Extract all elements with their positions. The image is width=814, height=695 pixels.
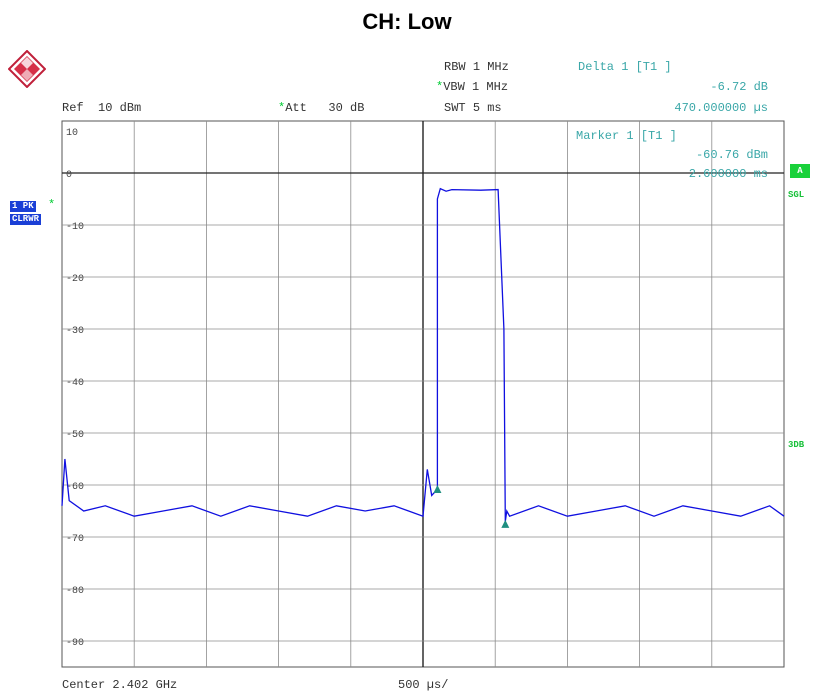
span-per-div: 500 µs/ (398, 678, 449, 692)
trace-line (61, 187, 785, 522)
y-tick-label: -60 (66, 482, 84, 493)
y-tick-labels: 10 0 -10 -20 -30 -40 -50 -60 -70 -80 -90 (66, 128, 84, 649)
marker-triangle (501, 519, 510, 528)
center-frequency: Center 2.402 GHz (62, 678, 178, 692)
marker-triangle (433, 484, 442, 493)
delta-marker-label: Delta 1 [T1 ] (578, 60, 672, 74)
rbw-label: RBW 1 MHz (444, 60, 509, 74)
threedb-indicator: 3DB (788, 440, 805, 450)
y-tick-label: -90 (66, 638, 84, 649)
grid-lines (61, 120, 785, 668)
delta-marker-time: 470.000000 µs (674, 101, 768, 115)
marker-symbols (433, 484, 510, 528)
marker-label: Marker 1 [T1 ] (576, 129, 677, 143)
att-label: *Att 30 dB (278, 101, 365, 115)
vbw-label: *VBW 1 MHz (436, 80, 509, 94)
chart-title: CH: Low (362, 9, 452, 34)
swt-label: SWT 5 ms (444, 101, 502, 115)
ref-label: Ref 10 dBm (62, 101, 142, 115)
y-tick-label: 0 (66, 170, 72, 181)
y-tick-label: -20 (66, 274, 84, 285)
y-tick-label: -10 (66, 222, 84, 233)
y-tick-label: -50 (66, 430, 84, 441)
marker-time: 2.600000 ms (688, 167, 768, 181)
trace-star: * (48, 198, 56, 212)
trace-mode-pk: 1 PK (10, 201, 36, 212)
trace-mode-clrwr: CLRWR (10, 214, 42, 225)
delta-marker-level: -6.72 dB (710, 80, 768, 94)
a-indicator: A (790, 164, 810, 178)
marker-level: -60.76 dBm (695, 148, 768, 162)
y-tick-label: -30 (66, 326, 84, 337)
rohde-schwarz-logo (8, 50, 46, 88)
y-tick-label: -80 (66, 586, 84, 597)
y-tick-label: -70 (66, 534, 84, 545)
y-tick-label: -40 (66, 378, 84, 389)
y-tick-label: 10 (66, 128, 78, 139)
sgl-indicator: SGL (788, 190, 805, 200)
